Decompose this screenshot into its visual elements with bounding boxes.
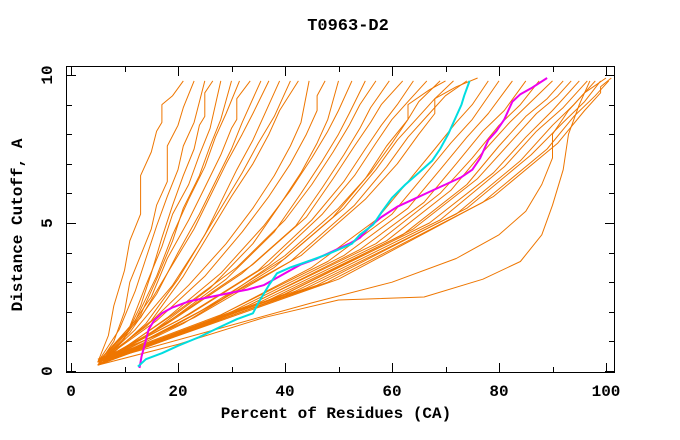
y-tick-label: 0 (39, 366, 57, 376)
x-tick-label: 20 (168, 383, 187, 401)
x-tick-label: 60 (382, 383, 401, 401)
model-curve-model-05 (97, 80, 222, 366)
model-curve-model-31 (97, 80, 513, 366)
model-curve-model-07 (97, 80, 240, 363)
x-tick-label: 40 (275, 383, 294, 401)
model-curve-model-28 (97, 80, 446, 360)
model-curve-model-21 (113, 80, 404, 357)
model-curve-highlight-cyan (137, 80, 471, 368)
model-curve-model-01 (97, 80, 184, 363)
model-curve-model-33 (97, 80, 540, 363)
plot-frame (66, 66, 615, 373)
model-curve-model-19 (102, 80, 377, 363)
axis-ticks (67, 67, 614, 372)
model-curve-model-02 (97, 80, 195, 366)
y-axis-title: Distance Cutoff, A (9, 138, 27, 311)
model-curve-model-08 (97, 80, 251, 366)
model-curve-model-11 (102, 80, 281, 363)
y-tick-label: 10 (39, 65, 57, 84)
x-tick-label: 0 (66, 383, 76, 401)
y-tick-label: 5 (39, 218, 57, 228)
model-curve-model-41 (97, 80, 610, 363)
x-tick-label: 80 (489, 383, 508, 401)
model-curve-model-34 (102, 80, 553, 363)
model-curve-model-04 (102, 80, 214, 360)
model-curve-model-23 (102, 80, 428, 360)
model-curve-model-38 (102, 80, 588, 360)
x-axis-title: Percent of Residues (CA) (221, 405, 451, 423)
model-curve-model-43 (97, 80, 591, 366)
model-curve-highlight-magenta (138, 77, 548, 369)
chart-title: T0963-D2 (307, 17, 389, 36)
model-curve-model-14 (97, 80, 310, 363)
model-curves (97, 77, 612, 369)
model-curve-model-03 (97, 80, 206, 363)
model-curve-model-10 (97, 80, 270, 363)
x-tick-label: 100 (592, 383, 621, 401)
tick-labels: 0 20 40 60 80 100 0 5 10 (39, 65, 620, 401)
model-curve-model-20 (97, 80, 390, 366)
model-curve-model-06 (102, 80, 232, 363)
model-curve-model-37 (97, 80, 580, 363)
model-curve-model-40 (108, 80, 601, 360)
plot-border (66, 66, 615, 373)
model-curve-model-15 (102, 80, 326, 360)
model-curve-model-12 (97, 80, 291, 366)
model-curve-model-26 (97, 80, 468, 363)
model-curve-model-35 (97, 80, 564, 366)
model-curve-model-22 (97, 80, 414, 363)
model-curve-model-18 (97, 80, 366, 363)
model-curve-model-27 (102, 77, 478, 363)
model-curve-model-44 (97, 77, 607, 363)
model-curve-model-13 (108, 80, 299, 357)
model-curve-model-30 (102, 80, 500, 360)
